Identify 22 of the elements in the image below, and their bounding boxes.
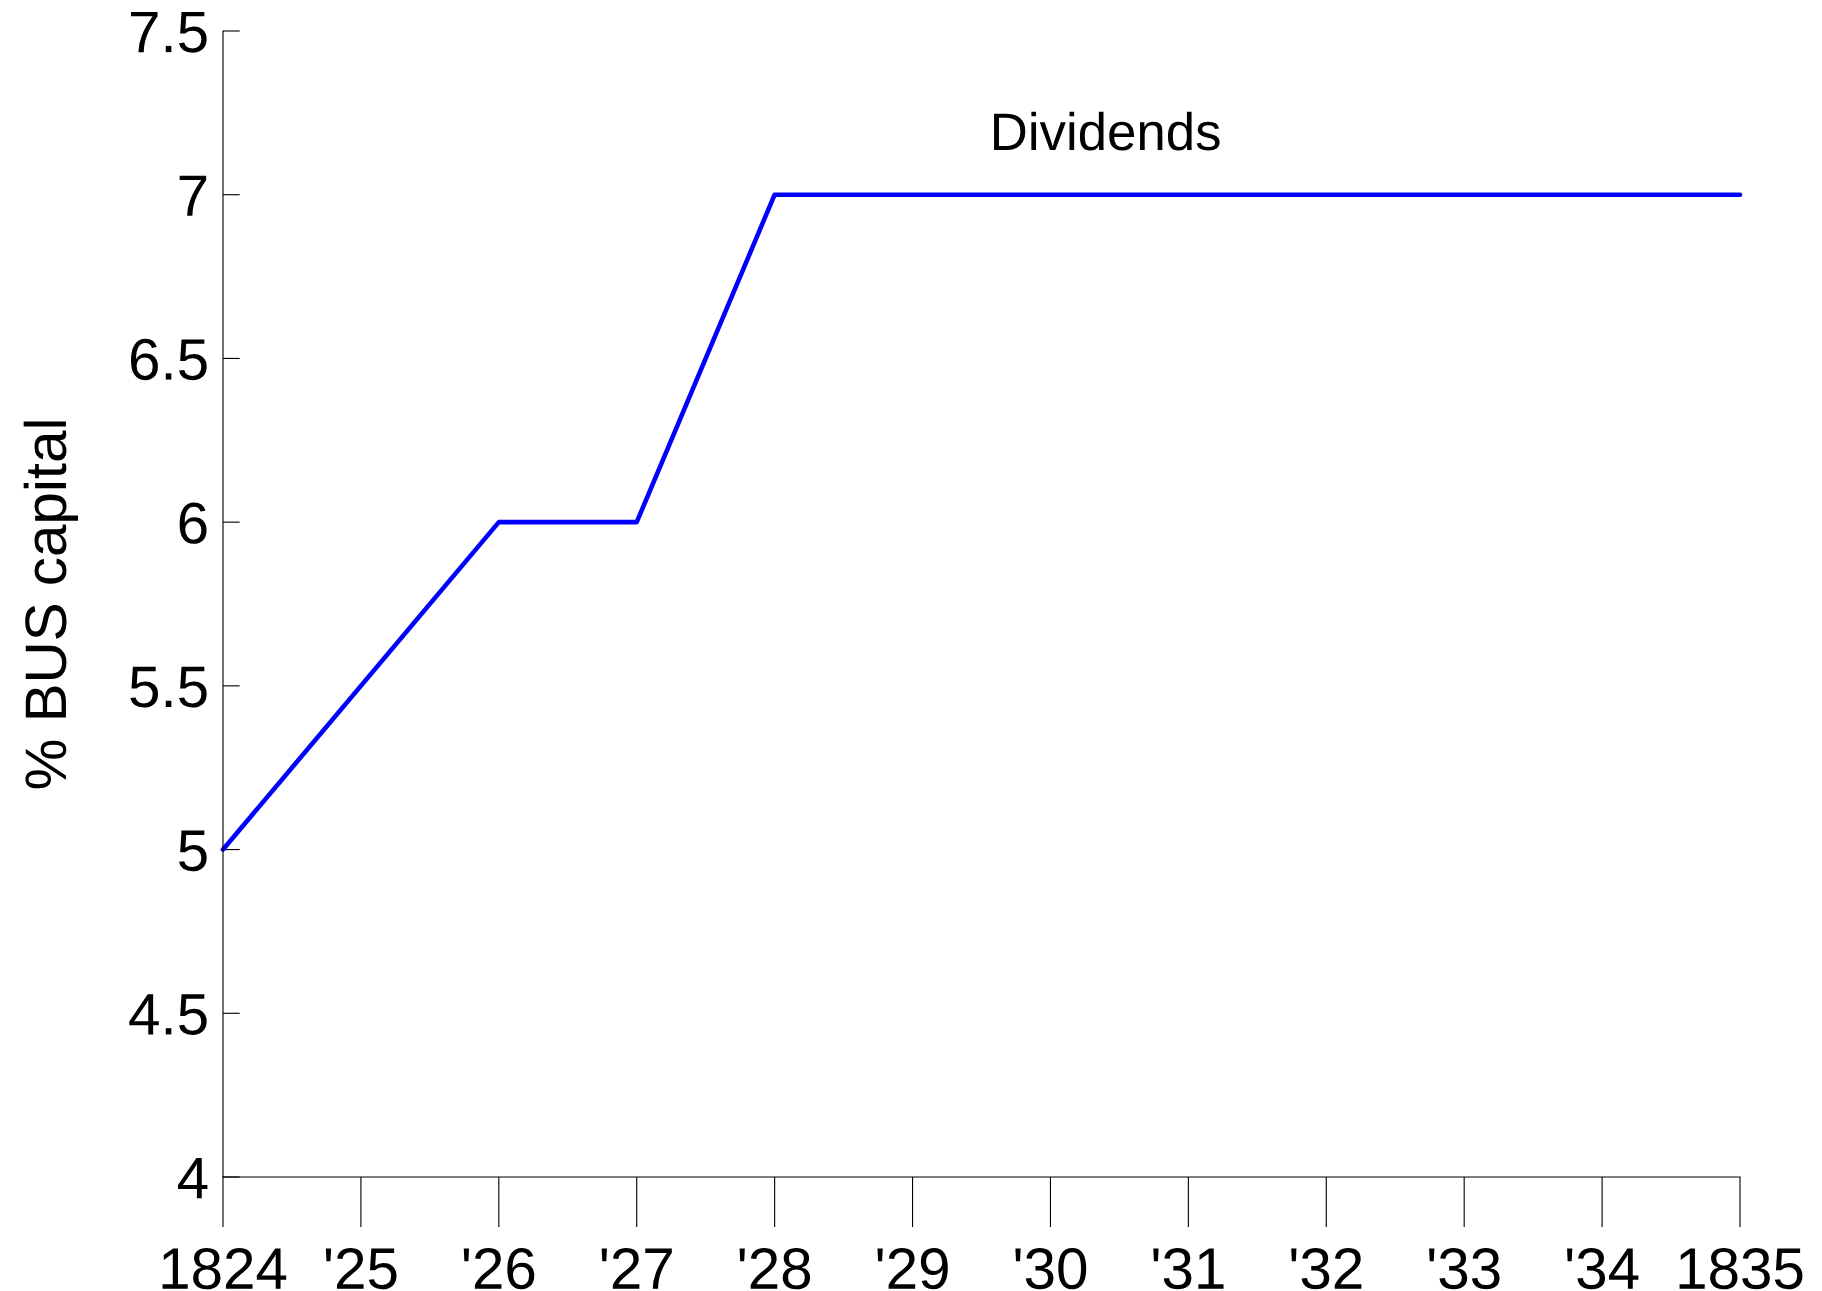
x-tick-label: '33 xyxy=(1429,1247,1500,1290)
y-tick-label: 4.5 xyxy=(129,994,207,1035)
series-label: Dividends xyxy=(994,111,1220,151)
y-tick-label: 7.5 xyxy=(131,12,207,53)
x-tick-label: '32 xyxy=(1291,1247,1362,1290)
y-tick-label: 6 xyxy=(179,502,207,544)
x-tick-label: '29 xyxy=(877,1247,948,1290)
x-tick-label: '28 xyxy=(739,1247,811,1290)
y-tick-label: 5.5 xyxy=(130,666,207,708)
y-tick-label: 6.5 xyxy=(130,338,207,381)
x-tick-label: 1835 xyxy=(1679,1247,1803,1290)
x-tick-label: '26 xyxy=(463,1247,535,1290)
x-tick-label: '34 xyxy=(1567,1247,1639,1290)
y-tick-label: 7 xyxy=(179,175,207,216)
y-axis-title: % BUS capital xyxy=(23,421,79,789)
x-tick-label: 1824 xyxy=(162,1247,287,1290)
x-tick-label: '27 xyxy=(601,1247,672,1289)
x-tick-label: '25 xyxy=(325,1247,397,1290)
x-tick-label: '30 xyxy=(1015,1247,1087,1290)
x-tick-label: '31 xyxy=(1153,1247,1224,1290)
y-tick-label: 4 xyxy=(178,1158,208,1199)
y-tick-label: 5 xyxy=(179,830,207,872)
